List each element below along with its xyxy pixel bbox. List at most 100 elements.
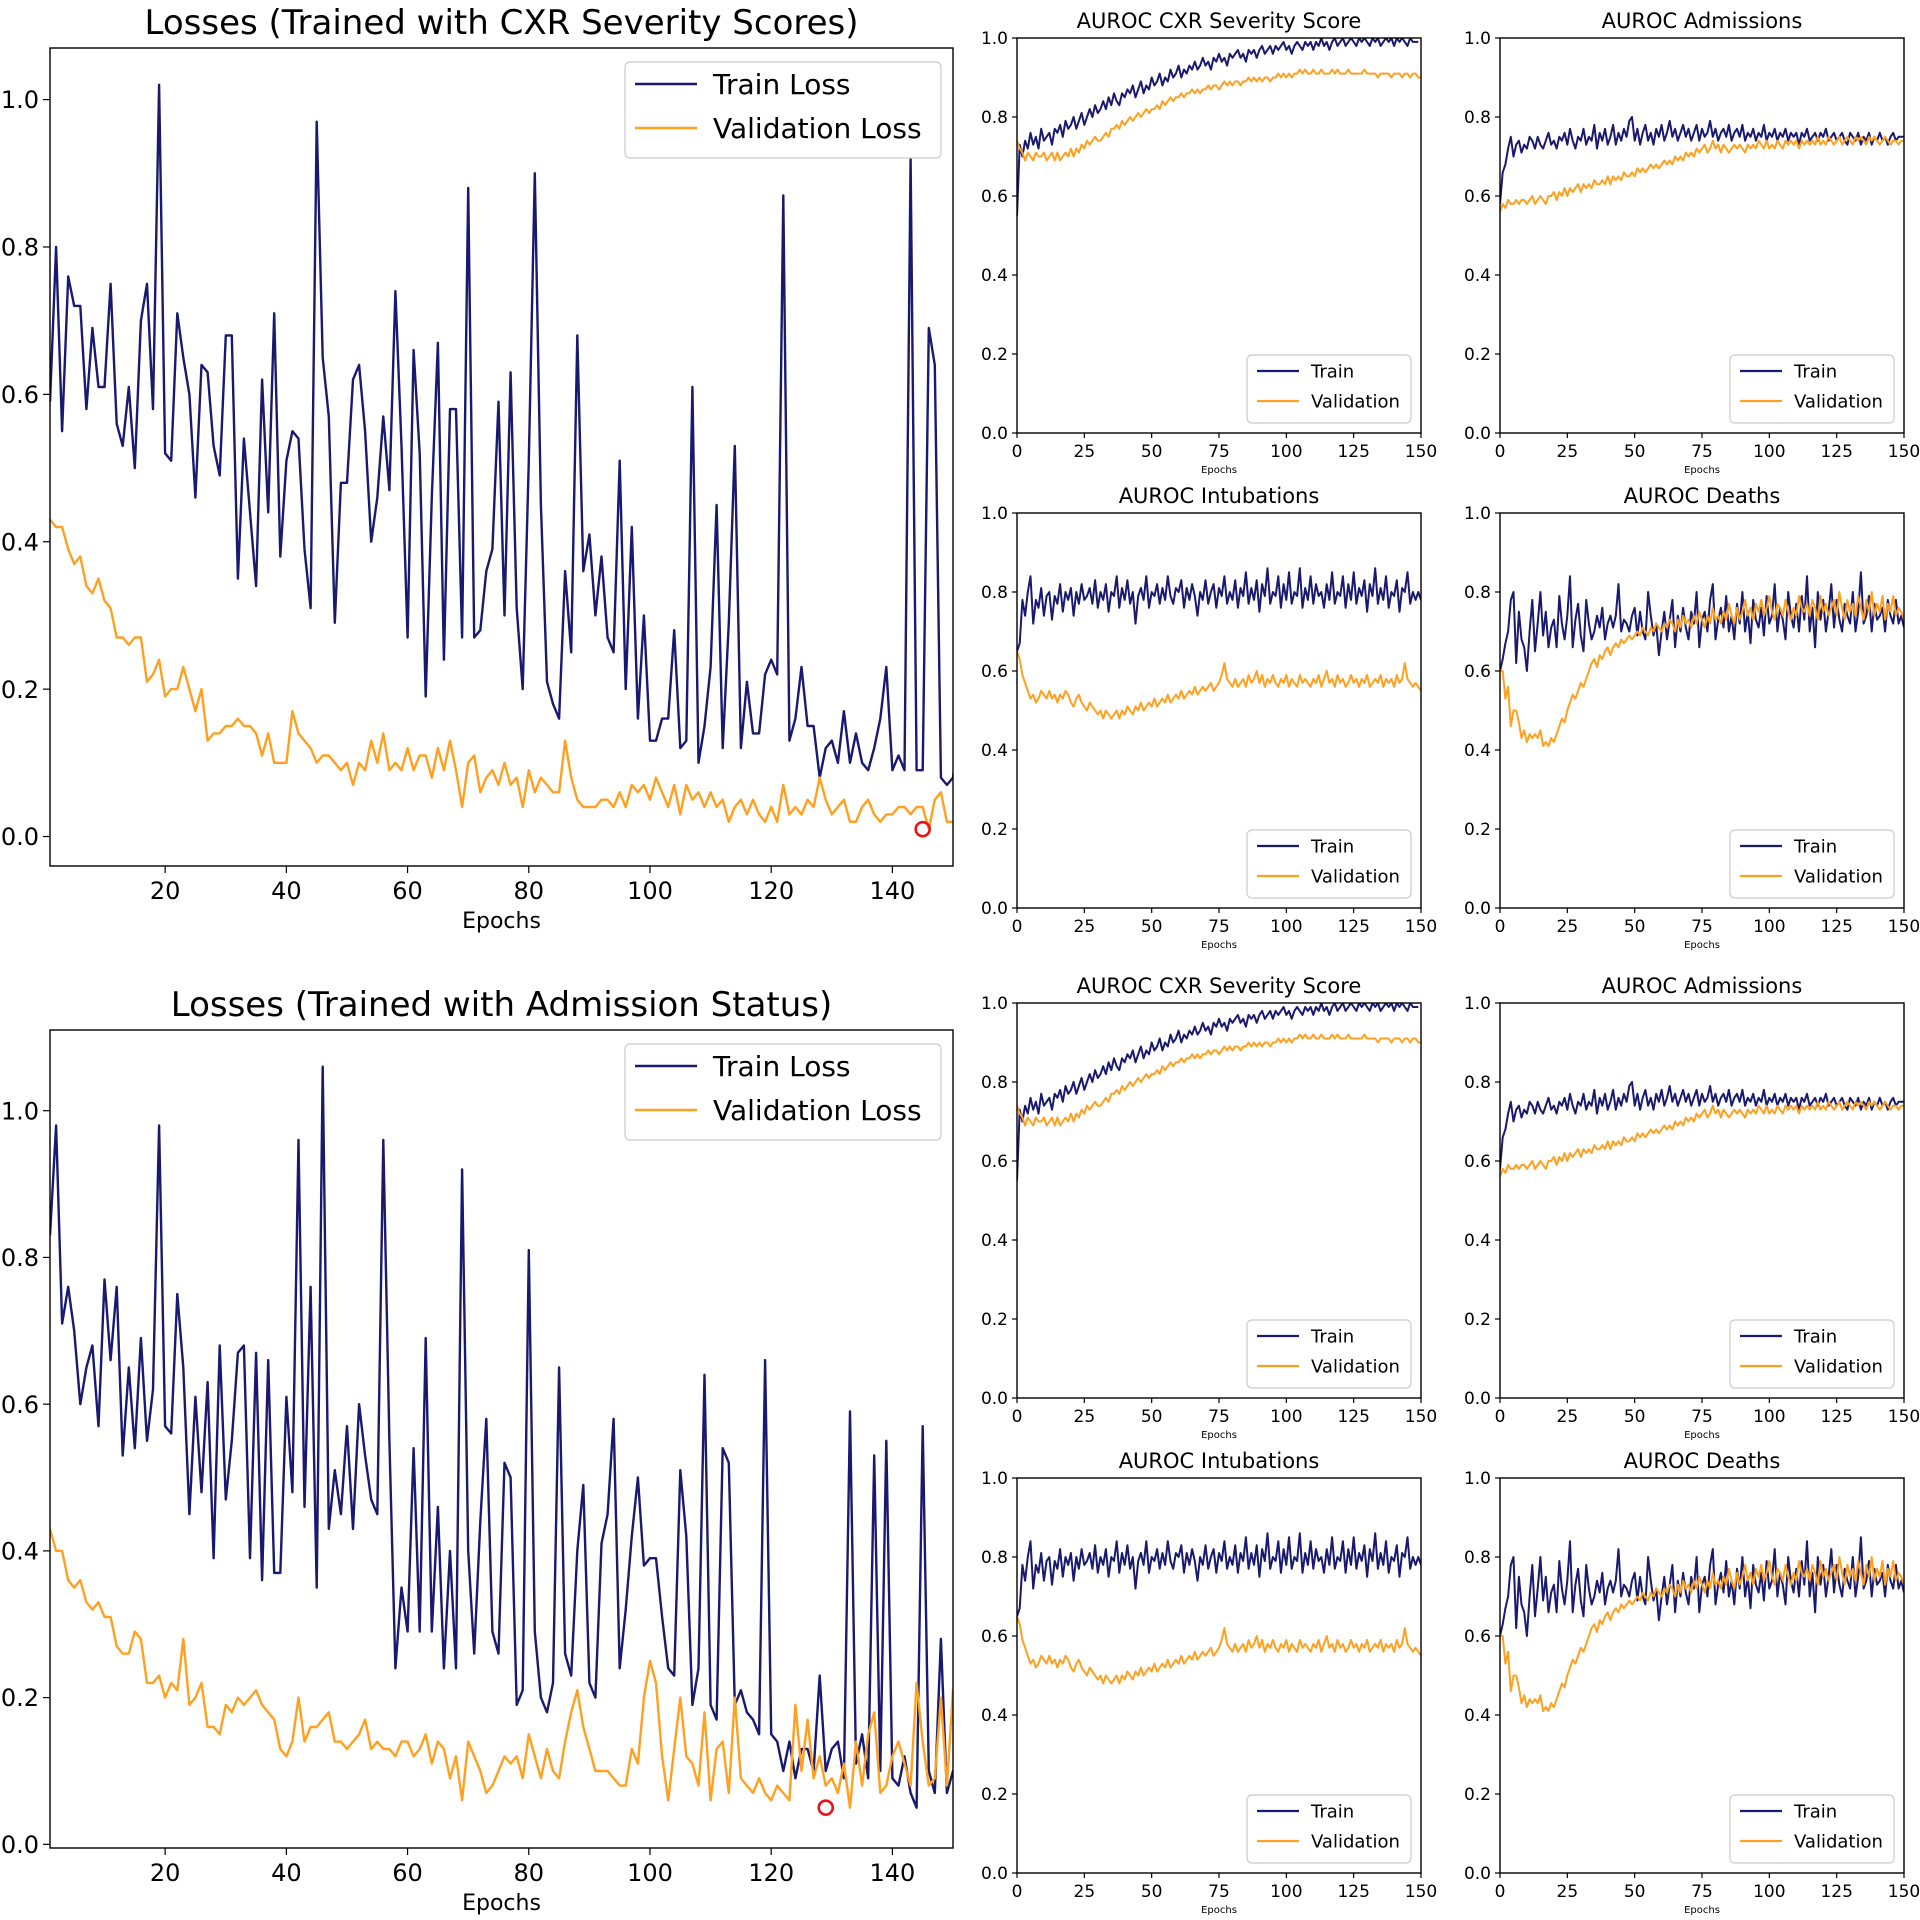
x-tick-label: 40 (271, 1859, 302, 1887)
y-tick-label: 0.6 (981, 1152, 1008, 1172)
legend-label: Train (1310, 1801, 1354, 1822)
x-tick-label: 125 (1337, 1882, 1369, 1902)
x-tick-label: 25 (1557, 917, 1579, 937)
legend-label: Validation Loss (713, 1094, 922, 1127)
x-tick-label: 125 (1820, 917, 1852, 937)
y-tick-label: 1.0 (1, 1097, 39, 1125)
y-tick-label: 0.2 (981, 1310, 1008, 1330)
y-tick-label: 0.0 (1464, 1389, 1491, 1409)
y-tick-label: 0.2 (1, 1684, 39, 1712)
legend-label: Validation (1311, 866, 1400, 887)
x-tick-label: 125 (1820, 442, 1852, 462)
plot-frame (1016, 1477, 1422, 1874)
y-tick-label: 1.0 (1, 86, 39, 114)
panel-auc-admissions-top: AUROC Admissions 0 25 50 75 100 125 150 0.0 0.2 0.… (1464, 9, 1920, 476)
y-tick-label: 0.8 (981, 1548, 1008, 1568)
x-tick-label: 100 (1753, 442, 1785, 462)
x-tick-label: 0 (1012, 1407, 1023, 1427)
y-tick-label: 1.0 (1464, 1469, 1491, 1489)
plot-frame (49, 1029, 954, 1849)
y-tick-label: 0.4 (981, 266, 1008, 286)
panel-loss-admission: Losses (Trained with Admission Status) 20… (1, 985, 954, 1916)
x-tick-label: 75 (1208, 1407, 1230, 1427)
chart-title: Losses (Trained with Admission Status) (171, 985, 833, 1025)
x-tick-label: 150 (1405, 917, 1437, 937)
y-tick-label: 0.8 (1464, 583, 1491, 603)
x-tick-label: 50 (1141, 917, 1163, 937)
y-tick-label: 1.0 (981, 504, 1008, 524)
legend-label: Train (1793, 1326, 1837, 1347)
series-line-train (1017, 1532, 1421, 1617)
legend: Train Validation (1729, 1794, 1895, 1864)
chart-title: AUROC CXR Severity Score (1077, 9, 1362, 33)
x-tick-label: 0 (1012, 1882, 1023, 1902)
y-tick-label: 0.8 (1, 234, 39, 262)
x-tick-label: 80 (513, 877, 544, 905)
x-tick-label: 40 (271, 877, 302, 905)
x-axis-label: Epochs (1201, 1905, 1237, 1916)
x-tick-label: 0 (1495, 1882, 1506, 1902)
y-tick-label: 0.4 (981, 1231, 1008, 1251)
legend: Train Validation (1246, 1794, 1412, 1864)
y-tick-label: 0.4 (1464, 741, 1491, 761)
x-tick-label: 100 (1270, 1407, 1302, 1427)
x-axis-label: Epochs (1684, 1905, 1720, 1916)
y-tick-label: 0.2 (1464, 1785, 1491, 1805)
series-line-train (50, 83, 953, 787)
series-line-validation (1500, 135, 1904, 213)
x-tick-label: 100 (1753, 917, 1785, 937)
legend-label: Train (1310, 1326, 1354, 1347)
series-line-train (1500, 1081, 1904, 1169)
y-tick-label: 0.0 (981, 424, 1008, 444)
y-tick-label: 0.2 (1464, 820, 1491, 840)
x-tick-label: 140 (869, 1859, 915, 1887)
x-tick-label: 125 (1337, 442, 1369, 462)
x-tick-label: 25 (1074, 442, 1096, 462)
x-tick-label: 50 (1141, 442, 1163, 462)
series-line-validation (1017, 68, 1421, 162)
x-tick-label: 140 (869, 877, 915, 905)
legend-label: Validation (1794, 866, 1883, 887)
legend-label: Train (1310, 836, 1354, 857)
x-tick-label: 50 (1141, 1407, 1163, 1427)
x-tick-label: 75 (1208, 917, 1230, 937)
chart-title: AUROC Intubations (1119, 484, 1320, 508)
series-line-validation (1017, 650, 1421, 720)
y-tick-label: 0.4 (981, 1706, 1008, 1726)
y-tick-label: 1.0 (1464, 994, 1491, 1014)
y-tick-label: 0.8 (1, 1244, 39, 1272)
legend: Train Loss Validation Loss (624, 61, 942, 159)
chart-title: AUROC CXR Severity Score (1077, 974, 1362, 998)
y-tick-label: 0.6 (1464, 662, 1491, 682)
plot-frame (1499, 37, 1905, 434)
chart-title: AUROC Deaths (1624, 1449, 1781, 1473)
series-line-validation (1500, 591, 1904, 747)
x-tick-label: 25 (1557, 1882, 1579, 1902)
x-tick-label: 50 (1624, 917, 1646, 937)
x-tick-label: 150 (1888, 1882, 1920, 1902)
series-line-train (1500, 116, 1904, 204)
chart-title: AUROC Intubations (1119, 1449, 1320, 1473)
y-tick-label: 0.4 (1, 1538, 39, 1566)
panel-auc-cxr-severity-bottom: AUROC CXR Severity Score 0 25 50 75 100 125 150… (981, 974, 1437, 1441)
x-tick-label: 0 (1495, 442, 1506, 462)
x-tick-label: 125 (1820, 1882, 1852, 1902)
series-line-train (1017, 567, 1421, 652)
legend-label: Validation (1311, 391, 1400, 412)
y-tick-label: 1.0 (1464, 504, 1491, 524)
best-epoch-marker (914, 820, 931, 838)
x-tick-label: 125 (1820, 1407, 1852, 1427)
y-tick-label: 1.0 (1464, 29, 1491, 49)
y-tick-label: 0.4 (1464, 1706, 1491, 1726)
x-tick-label: 150 (1405, 442, 1437, 462)
x-tick-label: 75 (1691, 442, 1713, 462)
x-tick-label: 125 (1337, 1407, 1369, 1427)
y-tick-label: 0.2 (1, 676, 39, 704)
y-tick-label: 0.8 (981, 1073, 1008, 1093)
y-tick-label: 0.4 (981, 741, 1008, 761)
x-axis-label: Epochs (1684, 465, 1720, 476)
y-tick-label: 0.6 (981, 662, 1008, 682)
chart-title: AUROC Admissions (1602, 974, 1803, 998)
panel-loss-cxr: Losses (Trained with CXR Severity Scores… (1, 3, 954, 934)
